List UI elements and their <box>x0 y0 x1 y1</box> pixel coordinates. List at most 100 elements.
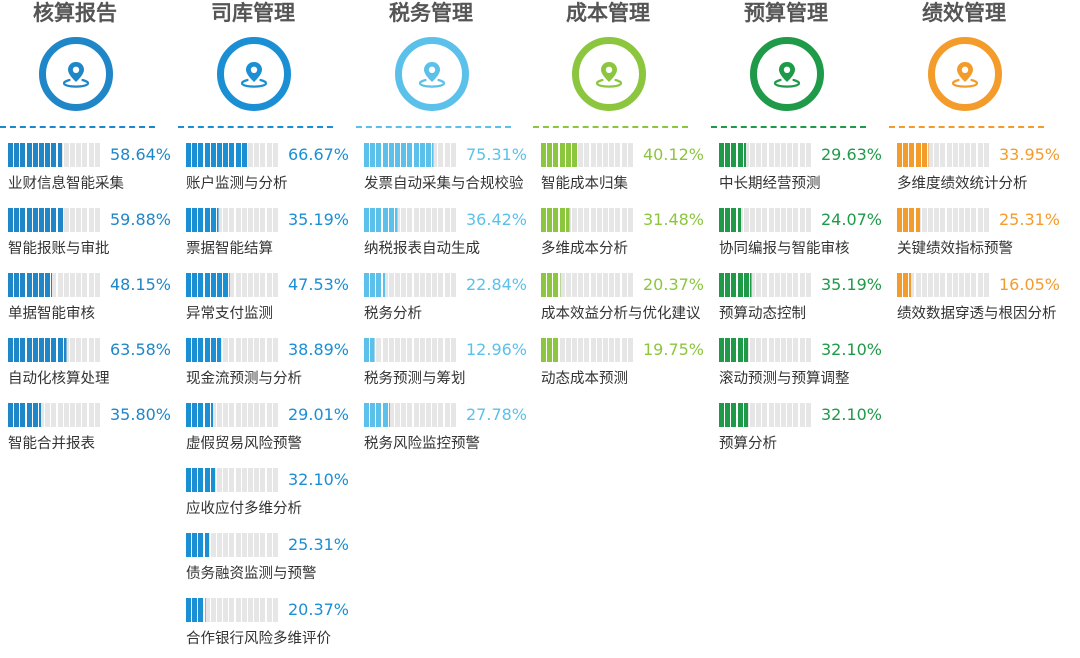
bar-segment <box>217 533 222 557</box>
percentage-label: 20.37% <box>288 600 350 619</box>
bar-segment <box>737 143 743 167</box>
category-column: 绩效管理 33.95% 多维度绩效统计分析 25.31% 关键绩效指标预警 16.05% 绩… <box>889 0 1067 652</box>
bar-segment <box>621 273 627 297</box>
bar-segment <box>248 533 253 557</box>
bar-segment <box>186 208 191 232</box>
bar-segment <box>401 208 407 232</box>
bar-segment <box>559 143 565 167</box>
location-pin-glyph <box>595 62 623 88</box>
percentage-label: 36.42% <box>466 210 528 229</box>
bar-segment <box>272 533 278 557</box>
item-label: 动态成本预测 <box>541 371 628 387</box>
bar-segment <box>553 143 559 167</box>
bar-segment <box>241 598 247 622</box>
bar-segment <box>45 208 51 232</box>
bar-segment <box>952 208 958 232</box>
bar-segment <box>186 403 191 427</box>
bar-segment <box>272 143 278 167</box>
percentage-label: 27.78% <box>466 405 528 424</box>
bar-segment <box>88 403 94 427</box>
bar-segment <box>204 338 210 362</box>
bar-segment <box>229 273 235 297</box>
bar-segment <box>572 143 577 167</box>
bar-segment <box>26 208 32 232</box>
bar-segment <box>793 338 799 362</box>
bar-segment <box>787 338 793 362</box>
item-label: 虚假贸易风险预警 <box>186 436 302 452</box>
bar-segment <box>438 143 444 167</box>
bar-segment <box>223 338 229 362</box>
bar-segment <box>210 403 216 427</box>
bar-segment <box>407 143 413 167</box>
bar-item: 29.63% 中长期经营预测 <box>719 143 891 203</box>
bar-segment <box>609 273 615 297</box>
bar-item: 63.58% 自动化核算处理 <box>8 338 180 398</box>
percentage-label: 16.05% <box>999 275 1061 294</box>
bar-segment <box>407 338 413 362</box>
bar-segment <box>382 338 388 362</box>
bar-segment <box>750 403 755 427</box>
bar-segment <box>737 338 743 362</box>
bar-segment <box>254 338 260 362</box>
bar-segment <box>541 143 546 167</box>
bar-segment <box>615 208 621 232</box>
bar-segment <box>426 208 431 232</box>
bar-item: 40.12% 智能成本归集 <box>541 143 713 203</box>
bar-segment <box>229 598 235 622</box>
bar-segment <box>750 143 755 167</box>
percentage-label: 47.53% <box>288 275 350 294</box>
bar-segment <box>596 143 602 167</box>
bar-segment <box>768 403 774 427</box>
item-label: 纳税报表自动生成 <box>364 241 480 257</box>
bar-item: 66.67% 账户监测与分析 <box>186 143 358 203</box>
bar-segment <box>934 208 940 232</box>
bar-segment <box>26 403 32 427</box>
percentage-label: 32.10% <box>288 470 350 489</box>
percentage-label: 75.31% <box>466 145 528 164</box>
bar-segment <box>382 143 388 167</box>
bar-segment <box>254 273 260 297</box>
percentage-label: 22.84% <box>466 275 528 294</box>
bar-segment <box>603 338 608 362</box>
location-pin-icon <box>572 37 646 111</box>
bar-segment <box>63 208 69 232</box>
bar-segment <box>444 208 450 232</box>
bar-segment <box>229 468 235 492</box>
bar-item: 35.80% 智能合并报表 <box>8 403 180 463</box>
bar-segment <box>965 208 971 232</box>
category-title: 绩效管理 <box>922 1 1006 25</box>
bar-item: 20.37% 合作银行风险多维评价 <box>186 598 358 658</box>
bar-segment <box>217 208 222 232</box>
bar-segment <box>793 208 799 232</box>
bar-segment <box>254 403 260 427</box>
bar-segment <box>223 403 229 427</box>
bar-item: 29.01% 虚假贸易风险预警 <box>186 403 358 463</box>
bar-segment <box>584 273 590 297</box>
item-label: 税务分析 <box>364 306 422 322</box>
bar-segment <box>737 273 743 297</box>
bar-item: 48.15% 单据智能审核 <box>8 273 180 333</box>
bar-segment <box>260 143 266 167</box>
location-pin-icon <box>217 37 291 111</box>
bar-segment <box>965 273 971 297</box>
bar-segment <box>444 143 450 167</box>
bar-segment <box>419 273 425 297</box>
bar-segment <box>541 208 546 232</box>
dashed-divider <box>711 126 866 128</box>
bar-segment <box>204 273 210 297</box>
bar-segment <box>204 143 210 167</box>
item-label: 中长期经营预测 <box>719 176 821 192</box>
bar-segment <box>756 208 762 232</box>
item-label: 业财信息智能采集 <box>8 176 124 192</box>
bar-segment <box>254 533 260 557</box>
bar-segment <box>426 403 431 427</box>
percentage-label: 29.63% <box>821 145 883 164</box>
bar-segment <box>229 533 235 557</box>
bar-segment <box>603 273 608 297</box>
bar-segment <box>376 273 382 297</box>
bar-segment <box>977 273 983 297</box>
bar-segment <box>376 403 382 427</box>
bar-segment <box>725 208 731 232</box>
percentage-label: 63.58% <box>110 340 172 359</box>
location-pin-glyph <box>773 62 801 88</box>
